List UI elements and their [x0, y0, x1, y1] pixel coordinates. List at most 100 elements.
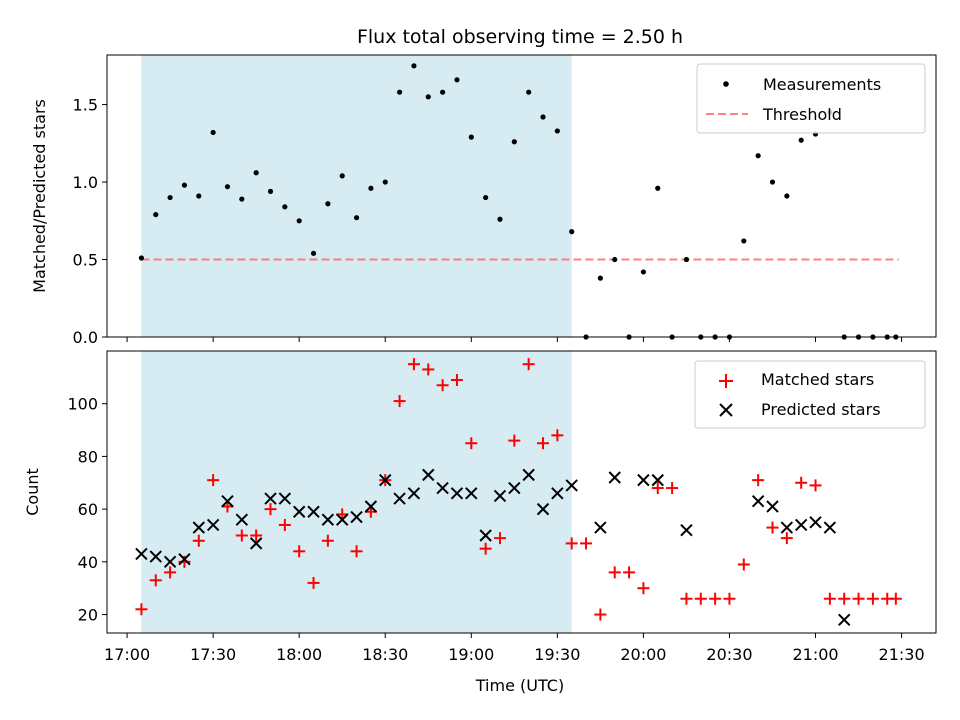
- predicted-star-point: [823, 521, 837, 534]
- predicted-star-point: [422, 468, 435, 482]
- predicted-star-point: [407, 487, 421, 500]
- top-y-tick-label: 0.5: [73, 251, 98, 270]
- predicted-star-point: [192, 521, 205, 534]
- predicted-stars-points: [135, 468, 851, 627]
- measurement-point: [597, 275, 603, 281]
- measurement-point: [196, 193, 202, 199]
- predicted-star-point: [393, 492, 406, 505]
- predicted-star-point: [780, 521, 794, 534]
- predicted-star-point: [551, 487, 564, 500]
- measurement-point: [411, 63, 417, 69]
- predicted-star-point: [651, 473, 664, 487]
- matched-star-point: [809, 479, 822, 492]
- matched-star-point: [537, 437, 550, 450]
- predicted-star-point: [766, 500, 779, 513]
- measurement-point: [239, 196, 245, 202]
- measurement-point: [683, 256, 690, 263]
- matched-star-point: [594, 608, 607, 621]
- predicted-star-point: [838, 613, 851, 627]
- matched-star-point: [407, 358, 420, 371]
- measurement-point: [454, 77, 460, 83]
- matched-star-point: [637, 582, 650, 595]
- bottom-legend-box: [694, 360, 926, 429]
- measurement-point: [511, 139, 517, 145]
- x-tick-label: 19:00: [448, 645, 494, 664]
- predicted-star-point: [809, 516, 822, 529]
- matched-star-point: [135, 603, 148, 616]
- matched-star-point: [580, 537, 593, 550]
- legend-predicted-label: Predicted stars: [761, 400, 881, 419]
- measurement-point: [640, 269, 647, 275]
- measurement-point: [440, 89, 446, 95]
- measurement-point: [769, 179, 776, 185]
- top-y-tick-label: 1.0: [73, 173, 98, 192]
- top-panel-shade: [141, 55, 572, 337]
- measurement-point: [310, 250, 317, 256]
- predicted-star-point: [680, 524, 693, 537]
- x-tick-label: 17:00: [104, 645, 150, 664]
- matched-star-point: [508, 434, 521, 447]
- matched-star-point: [149, 574, 162, 587]
- measurement-point: [755, 153, 761, 159]
- matched-star-point: [350, 545, 363, 558]
- measurement-point: [153, 211, 159, 218]
- measurement-point: [784, 193, 790, 199]
- legend-matched-label: Matched stars: [761, 370, 874, 389]
- matched-star-point: [321, 534, 334, 547]
- predicted-star-point: [608, 471, 621, 484]
- predicted-star-point: [336, 513, 349, 526]
- predicted-star-point: [206, 518, 220, 532]
- matched-star-point: [737, 558, 750, 571]
- measurement-point: [325, 201, 331, 207]
- predicted-star-point: [235, 513, 249, 526]
- predicted-star-point: [637, 473, 650, 487]
- matched-star-point: [852, 592, 865, 605]
- matched-star-point: [608, 566, 621, 579]
- x-tick-label: 20:00: [620, 645, 666, 664]
- matched-star-point: [752, 474, 765, 487]
- matched-star-point: [889, 592, 902, 605]
- matched-star-point: [422, 363, 435, 376]
- legend-matched-marker: [719, 374, 733, 388]
- measurement-point: [741, 238, 747, 244]
- measurement-points: [138, 63, 899, 340]
- matched-star-point: [264, 503, 277, 516]
- matched-star-point: [723, 592, 736, 605]
- bottom-y-tick-label: 80: [78, 447, 98, 466]
- measurement-point: [468, 134, 474, 140]
- predicted-star-point: [149, 550, 162, 563]
- top-x-ticks: [126, 337, 903, 342]
- x-tick-label: 20:30: [706, 645, 752, 664]
- measurement-point: [798, 137, 804, 143]
- predicted-star-point: [450, 487, 464, 500]
- top-y-tick-label: 1.5: [73, 96, 98, 115]
- matched-star-point: [250, 529, 263, 542]
- top-y-tick-label: 0.0: [73, 328, 98, 347]
- measurement-point: [339, 173, 345, 179]
- matched-star-point: [436, 379, 449, 392]
- matched-star-point: [565, 537, 578, 550]
- measurement-point: [353, 215, 360, 221]
- measurement-point: [253, 170, 259, 176]
- bottom-y-ticks: 20 40 60 80 100: [67, 395, 107, 625]
- predicted-star-point: [135, 547, 148, 561]
- measurement-point: [569, 229, 575, 235]
- matched-star-point: [164, 566, 177, 579]
- matched-star-point: [235, 529, 248, 542]
- bottom-y-tick-label: 100: [67, 395, 98, 414]
- predicted-star-point: [350, 510, 363, 524]
- matched-star-point: [709, 592, 722, 605]
- matched-star-point: [680, 592, 693, 605]
- matched-star-point: [393, 395, 406, 408]
- top-panel-frame: [106, 54, 937, 338]
- matched-star-point: [479, 542, 492, 555]
- top-y-ticks: 0.0 0.5 1.0 1.5: [73, 96, 107, 347]
- measurement-point: [282, 204, 288, 210]
- predicted-star-point: [379, 473, 392, 487]
- matched-star-point: [866, 592, 879, 605]
- predicted-star-point: [594, 521, 607, 534]
- predicted-star-point: [163, 555, 177, 569]
- bottom-panel-frame: [106, 350, 937, 634]
- predicted-star-point: [508, 481, 521, 495]
